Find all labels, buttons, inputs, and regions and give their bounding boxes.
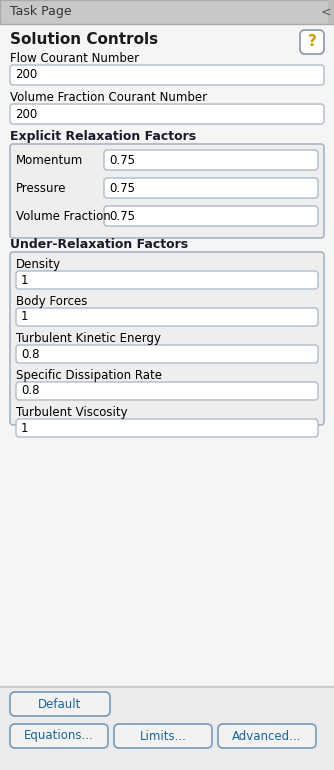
Text: Volume Fraction: Volume Fraction <box>16 209 111 223</box>
Text: Volume Fraction Courant Number: Volume Fraction Courant Number <box>10 91 207 104</box>
Text: 1: 1 <box>21 310 28 323</box>
Text: 0.75: 0.75 <box>109 153 135 166</box>
FancyBboxPatch shape <box>16 345 318 363</box>
FancyBboxPatch shape <box>114 724 212 748</box>
Text: Specific Dissipation Rate: Specific Dissipation Rate <box>16 369 162 382</box>
FancyBboxPatch shape <box>300 30 324 54</box>
Text: Density: Density <box>16 258 61 271</box>
Text: 0.75: 0.75 <box>109 182 135 195</box>
FancyBboxPatch shape <box>16 419 318 437</box>
FancyBboxPatch shape <box>10 144 324 238</box>
FancyBboxPatch shape <box>16 382 318 400</box>
Text: 0.75: 0.75 <box>109 209 135 223</box>
Bar <box>0 686 334 688</box>
Text: Equations...: Equations... <box>24 729 94 742</box>
Text: Turbulent Kinetic Energy: Turbulent Kinetic Energy <box>16 332 161 345</box>
Text: Task Page: Task Page <box>10 5 71 18</box>
Text: Advanced...: Advanced... <box>232 729 302 742</box>
Text: Solution Controls: Solution Controls <box>10 32 158 47</box>
Text: 0.8: 0.8 <box>21 347 39 360</box>
Text: Flow Courant Number: Flow Courant Number <box>10 52 139 65</box>
Text: <: < <box>321 5 331 18</box>
FancyBboxPatch shape <box>16 308 318 326</box>
FancyBboxPatch shape <box>10 692 110 716</box>
Text: 200: 200 <box>15 69 37 82</box>
FancyBboxPatch shape <box>16 271 318 289</box>
Text: Explicit Relaxation Factors: Explicit Relaxation Factors <box>10 130 196 143</box>
Text: Momentum: Momentum <box>16 153 83 166</box>
FancyBboxPatch shape <box>10 724 108 748</box>
Text: Default: Default <box>38 698 82 711</box>
Bar <box>0 0 334 24</box>
FancyBboxPatch shape <box>104 206 318 226</box>
Text: 200: 200 <box>15 108 37 120</box>
Text: Under-Relaxation Factors: Under-Relaxation Factors <box>10 238 188 251</box>
Text: ?: ? <box>308 35 316 49</box>
Bar <box>0 24 334 685</box>
Text: 0.8: 0.8 <box>21 384 39 397</box>
Text: Pressure: Pressure <box>16 182 66 195</box>
Text: Turbulent Viscosity: Turbulent Viscosity <box>16 406 128 419</box>
FancyBboxPatch shape <box>10 252 324 425</box>
Text: Limits...: Limits... <box>140 729 186 742</box>
FancyBboxPatch shape <box>10 65 324 85</box>
Text: Body Forces: Body Forces <box>16 295 88 308</box>
FancyBboxPatch shape <box>10 104 324 124</box>
Text: 1: 1 <box>21 421 28 434</box>
Text: 1: 1 <box>21 273 28 286</box>
FancyBboxPatch shape <box>104 150 318 170</box>
FancyBboxPatch shape <box>104 178 318 198</box>
Bar <box>328 0 334 24</box>
FancyBboxPatch shape <box>218 724 316 748</box>
